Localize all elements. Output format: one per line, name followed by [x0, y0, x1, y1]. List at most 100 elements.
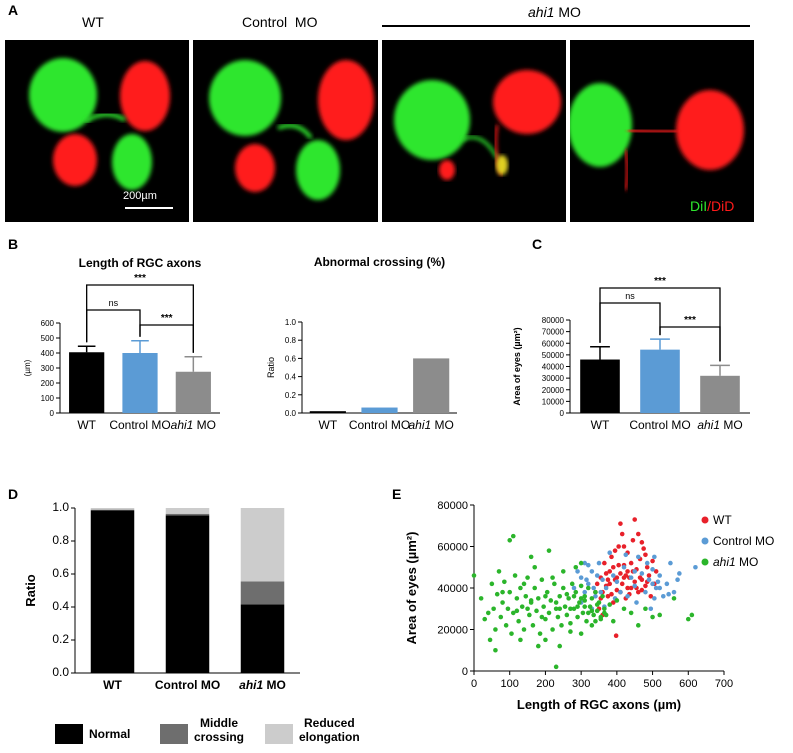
point-E-2-112 [594, 602, 600, 607]
label-ahi1-mo: ahi1 MO [528, 4, 581, 20]
x-tick-label-E-7: 700 [715, 678, 733, 690]
point-E-0-28 [646, 573, 652, 578]
point-E-2-48 [566, 596, 571, 601]
point-E-1-25 [664, 581, 670, 587]
micrograph-wt: 200µm [5, 40, 189, 222]
point-E-1-48 [648, 606, 654, 612]
x-tick-label-E-2: 200 [536, 678, 554, 690]
point-E-0-25 [641, 546, 646, 551]
point-E-2-19 [514, 596, 520, 601]
point-E-0-12 [618, 571, 623, 576]
x-tick-label-D-2-suffix: MO [263, 678, 286, 692]
point-E-2-76 [643, 606, 648, 612]
y-tick-label-B2-2: 0.4 [285, 373, 297, 382]
point-E-2-84 [528, 554, 534, 560]
label-ahi1-suffix: MO [554, 4, 581, 20]
scale-bar-label: 200µm [123, 190, 157, 202]
y-tick-label-B1-6: 600 [41, 319, 55, 328]
axon-red-lower [623, 149, 629, 191]
x-tick-label-D-0: WT [103, 678, 122, 692]
legend-label-reduced: Reduced elongation [299, 716, 360, 744]
point-E-2-17 [510, 610, 516, 616]
point-E-2-51 [571, 606, 577, 612]
legend-d: Normal Middle crossing Reduced elongatio… [55, 716, 395, 752]
point-E-2-33 [539, 577, 545, 582]
point-E-2-47 [564, 612, 570, 618]
point-E-2-39 [550, 627, 555, 632]
point-E-2-22 [519, 604, 525, 609]
legend-marker-E-0 [701, 516, 709, 524]
point-E-1-32 [585, 562, 591, 568]
point-E-2-5 [489, 581, 495, 587]
bar-B1-2 [175, 371, 211, 413]
chart-title-B1: Length of RGC axons [79, 256, 202, 270]
point-E-0-38 [625, 569, 630, 574]
point-E-1-13 [621, 564, 627, 570]
point-E-0-64 [621, 575, 627, 580]
bar-D-1-normal [165, 515, 210, 673]
y-tick-label-C-1: 10000 [542, 397, 565, 406]
point-E-1-21 [650, 567, 655, 572]
point-E-2-15 [507, 589, 513, 595]
tectum-yellow [496, 155, 508, 175]
x-tick-label-D-2-gene: ahi1 [239, 678, 263, 692]
x-tick-label-B1-0: WT [77, 418, 96, 432]
y-tick-label-D-3: 0.6 [52, 566, 69, 580]
point-E-0-13 [619, 581, 625, 587]
eye-red-right [318, 60, 374, 140]
point-E-0-62 [639, 540, 645, 545]
point-E-1-6 [596, 560, 602, 566]
point-E-0-7 [609, 554, 614, 560]
point-E-2-110 [578, 596, 584, 601]
point-E-0-20 [632, 517, 638, 522]
point-E-2-95 [560, 569, 566, 574]
point-E-2-42 [555, 614, 561, 620]
point-E-0-33 [607, 581, 613, 587]
point-E-2-20 [516, 618, 521, 624]
point-E-1-45 [693, 564, 698, 570]
point-E-0-55 [637, 575, 643, 580]
point-E-2-101 [564, 591, 570, 597]
label-control-mo: Control MO [242, 14, 318, 30]
point-E-2-30 [534, 608, 539, 614]
eye-green-left [570, 83, 632, 167]
point-E-1-42 [584, 577, 589, 582]
y-tick-label-C-2: 20000 [542, 386, 565, 395]
micrograph-control-svg [209, 60, 374, 200]
dye-slash: / [707, 198, 712, 214]
point-E-2-9 [496, 569, 502, 574]
point-E-2-57 [582, 594, 588, 599]
point-E-0-27 [644, 564, 650, 570]
point-E-1-41 [677, 571, 682, 576]
point-E-2-100 [550, 575, 555, 580]
point-E-2-16 [509, 631, 514, 636]
point-E-2-63 [593, 589, 598, 595]
point-E-1-38 [644, 560, 650, 566]
point-E-1-3 [585, 581, 591, 587]
point-E-0-41 [635, 531, 641, 537]
point-E-0-3 [602, 560, 607, 566]
y-tick-label-E-0: 0 [462, 666, 468, 678]
point-E-0-43 [643, 552, 648, 558]
point-E-0-32 [653, 569, 659, 574]
point-E-2-61 [589, 596, 595, 601]
x-tick-label-C-2-gene: ahi1 [697, 418, 720, 432]
point-E-0-58 [594, 581, 600, 587]
point-E-2-73 [621, 606, 627, 612]
sig-bracket-B1-0 [86, 309, 141, 343]
point-E-1-24 [660, 594, 666, 599]
point-E-2-83 [510, 533, 516, 539]
point-E-2-32 [537, 631, 543, 636]
point-E-2-70 [607, 602, 613, 607]
bar-B2-1 [361, 407, 398, 413]
point-E-2-7 [493, 627, 498, 632]
y-tick-label-C-0: 0 [560, 409, 565, 418]
point-E-2-28 [530, 623, 536, 628]
y-tick-label-C-4: 40000 [542, 363, 565, 372]
point-E-2-121 [598, 614, 604, 620]
micrograph-ahi1-a-svg [394, 70, 561, 180]
point-E-2-44 [559, 623, 564, 628]
point-E-2-0 [471, 573, 477, 578]
point-E-1-52 [582, 560, 588, 566]
y-tick-label-B1-4: 400 [41, 349, 55, 358]
